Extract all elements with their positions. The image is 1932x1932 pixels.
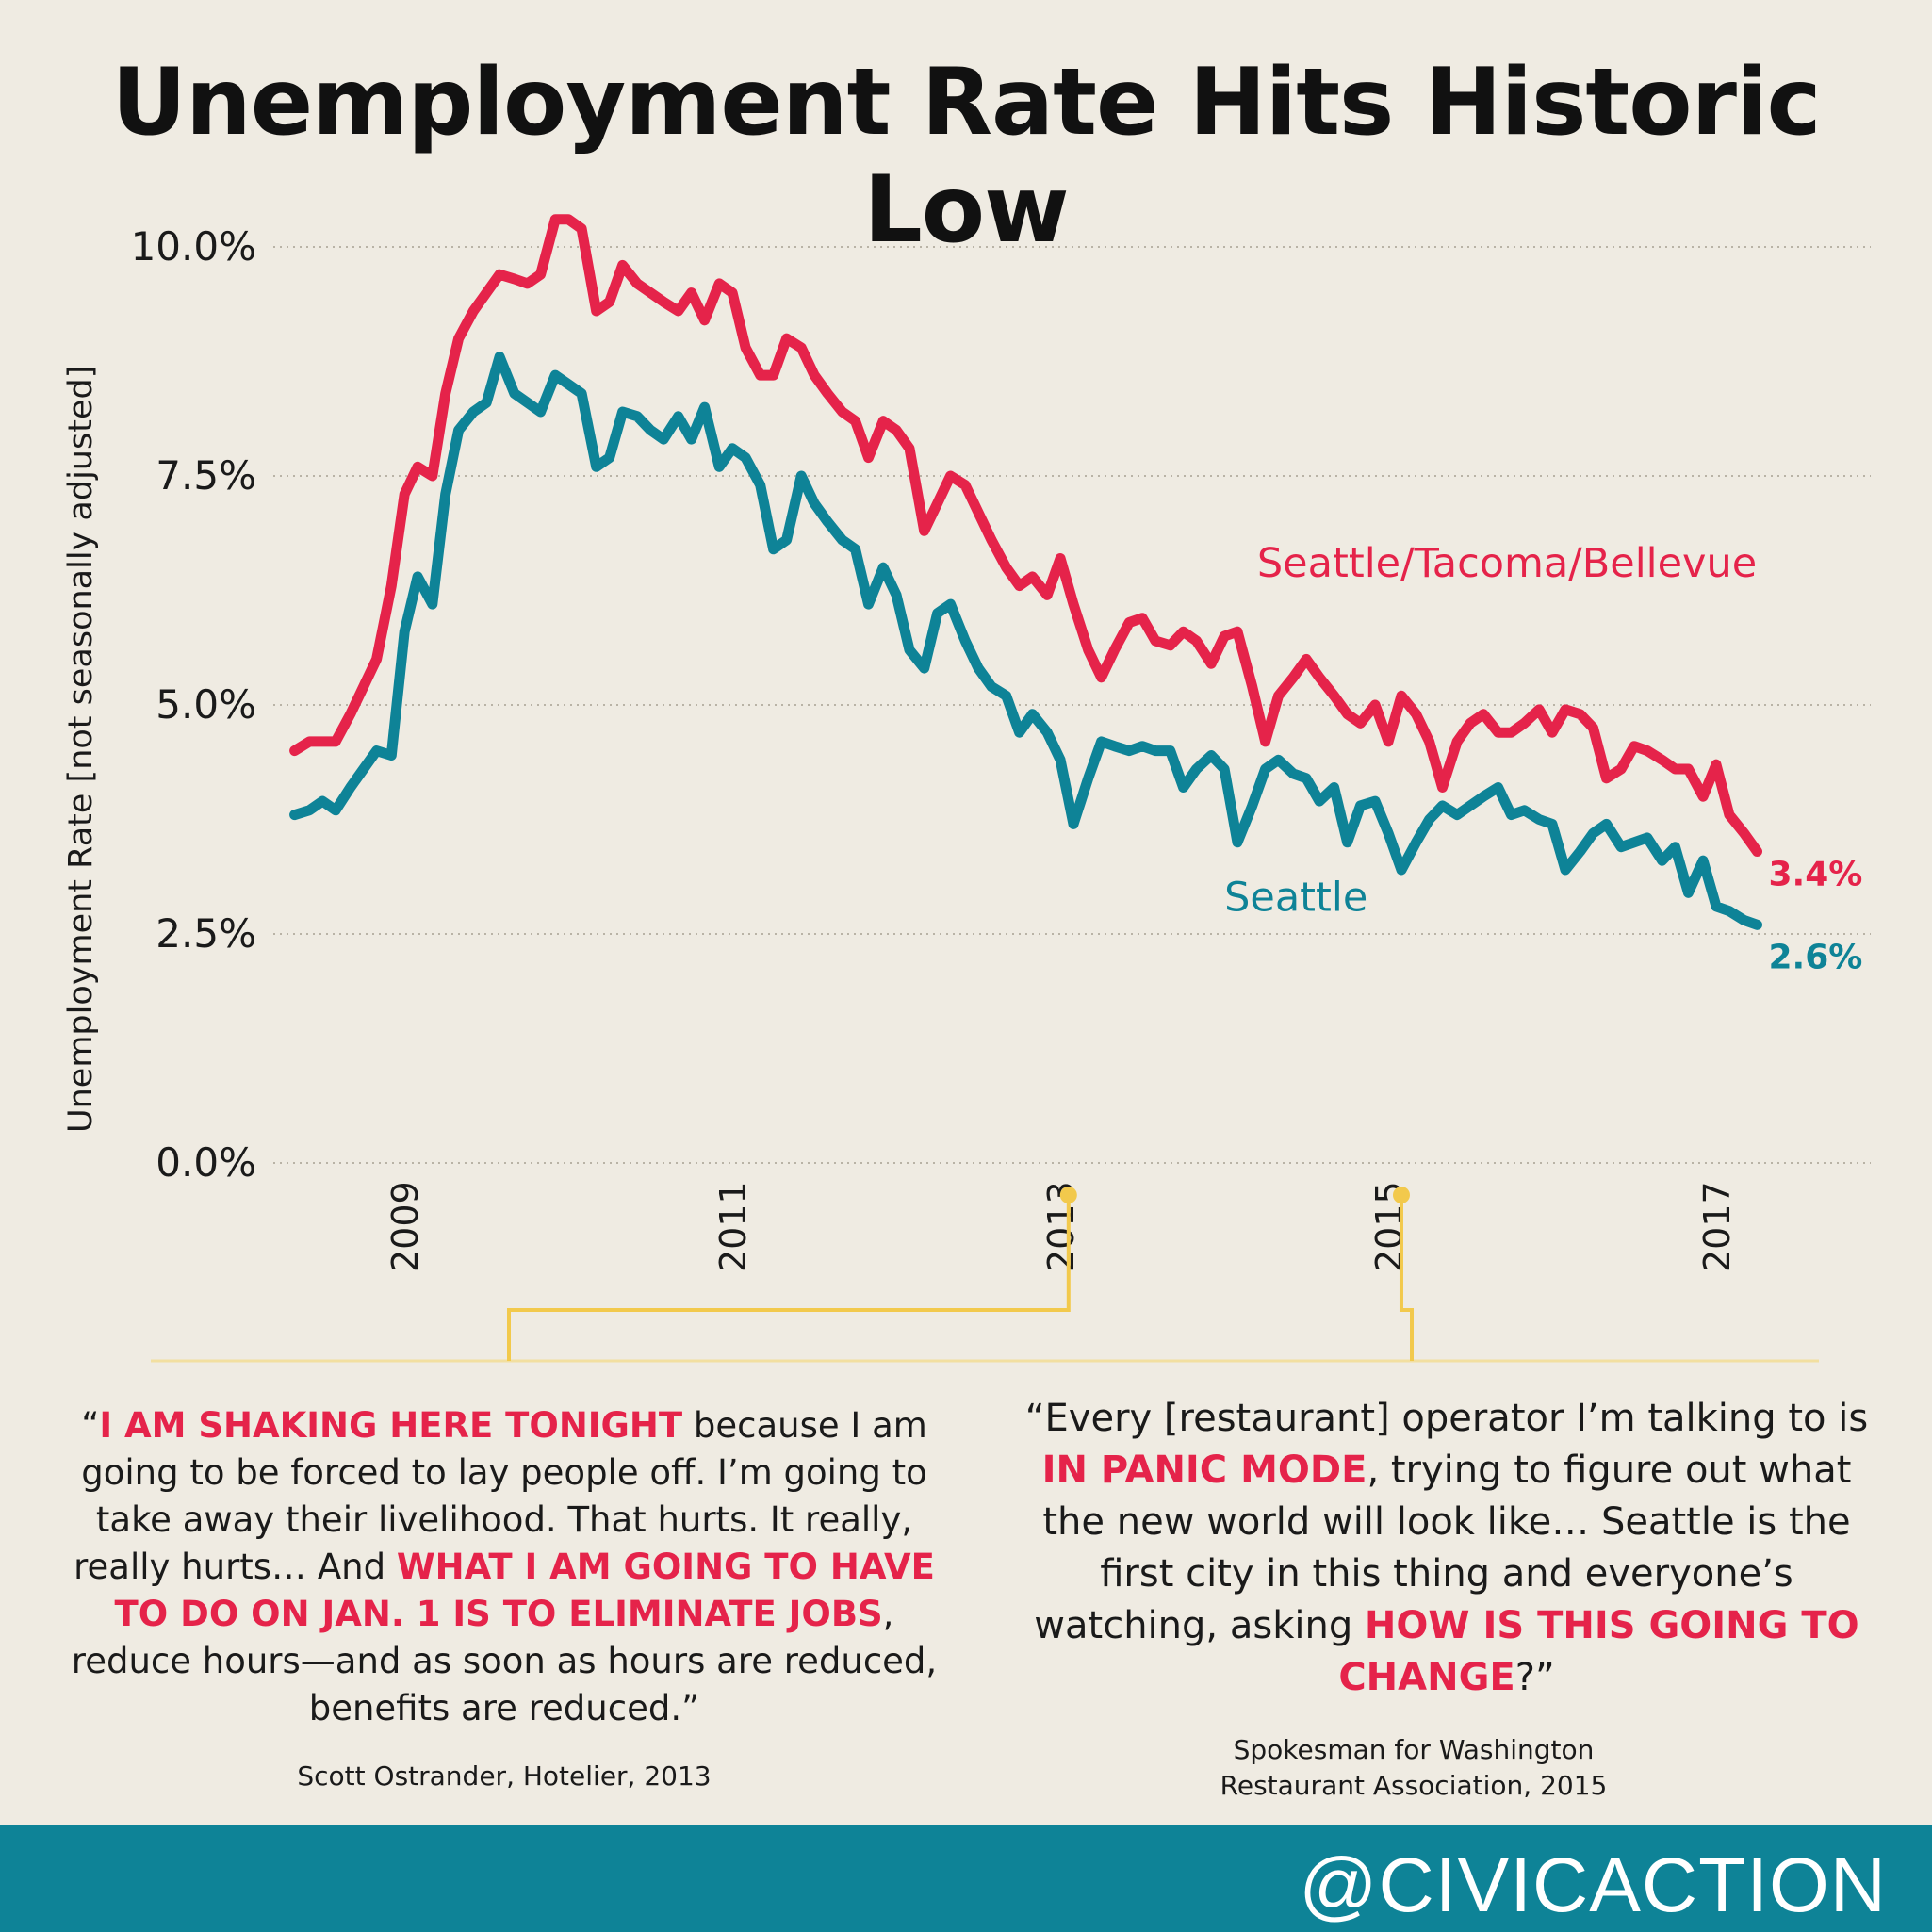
series-line-seattle	[289, 352, 1762, 930]
y-tick-label: 2.5%	[156, 910, 256, 957]
quote-part: , trying to figure out what the new worl…	[1034, 1449, 1852, 1647]
quote-hotelier: “I AM SHAKING HERE TONIGHT because I am …	[66, 1402, 942, 1732]
quote-part: “Every [restaurant] operator I’m talking…	[1024, 1397, 1869, 1440]
timeline-marker-2015	[1392, 1187, 1410, 1203]
social-handle[interactable]: @CIVICACTION	[1299, 1842, 1887, 1928]
gridlines	[273, 246, 1871, 1164]
x-tick-label: 2017	[1696, 1181, 1738, 1272]
x-axis-ticks: 2009 2011 2013 2015 2017	[385, 1181, 1738, 1272]
quote-highlight: IN PANIC MODE	[1041, 1449, 1367, 1492]
series-lines	[289, 214, 1762, 930]
attribution-line: Spokesman for Washington	[1233, 1734, 1595, 1765]
quote-part: because I am going to be forced to lay p…	[74, 1405, 927, 1587]
quote-part: “	[81, 1405, 100, 1446]
series-line-seattle-tacoma-bellevue	[289, 214, 1762, 857]
quote-part: ?”	[1514, 1656, 1555, 1699]
series-end-label: 3.4%	[1769, 856, 1863, 894]
timeline-marker-2013	[1059, 1187, 1077, 1203]
y-tick-label: 5.0%	[156, 681, 256, 728]
attribution-line: Restaurant Association, 2015	[1220, 1770, 1608, 1801]
y-tick-label: 0.0%	[156, 1139, 256, 1186]
y-tick-label: 10.0%	[131, 223, 256, 270]
quote-attribution-restaurant: Spokesman for Washington Restaurant Asso…	[1084, 1732, 1744, 1804]
series-name-label: Seattle/Tacoma/Bellevue	[1257, 540, 1757, 587]
series-name-label: Seattle	[1224, 875, 1367, 922]
timeline-connectors	[151, 1187, 1819, 1363]
unemployment-line-chart: 10.0%7.5%5.0%2.5%0.0% 2009 2011 2013 2015 20…	[62, 214, 1871, 1363]
timeline-connector-2013	[507, 1195, 1071, 1361]
quote-restaurant-association: “Every [restaurant] operator I’m talking…	[1008, 1393, 1885, 1704]
y-axis-ticks: 10.0% 7.5% 5.0% 2.5% 0.0%	[131, 223, 256, 1186]
page-title: Unemployment Rate Hits Historic Low	[111, 49, 1821, 264]
quote-part: , reduce hours—and as soon as hours are …	[71, 1594, 938, 1728]
y-tick-label: 7.5%	[156, 452, 256, 499]
series-labels: 3.4% 2.6% Seattle/Tacoma/Bellevue Seattle	[1224, 540, 1862, 976]
quote-highlight: I AM SHAKING HERE TONIGHT	[99, 1405, 683, 1446]
quote-highlight: WHAT I AM GOING TO HAVE TO DO ON JAN. 1 …	[114, 1547, 935, 1634]
footer-bar: @CIVICACTION	[0, 1825, 1932, 1932]
quote-attribution-hotelier: Scott Ostrander, Hotelier, 2013	[297, 1760, 712, 1792]
quote-highlight: HOW IS THIS GOING TO CHANGE	[1338, 1604, 1859, 1699]
x-tick-label: 2011	[712, 1181, 754, 1272]
series-end-label: 2.6%	[1769, 938, 1863, 976]
y-axis-label: Unemployment Rate [not seasonally adjust…	[62, 366, 100, 1133]
timeline-connector-2015	[1399, 1195, 1414, 1361]
x-tick-label: 2009	[385, 1181, 426, 1272]
